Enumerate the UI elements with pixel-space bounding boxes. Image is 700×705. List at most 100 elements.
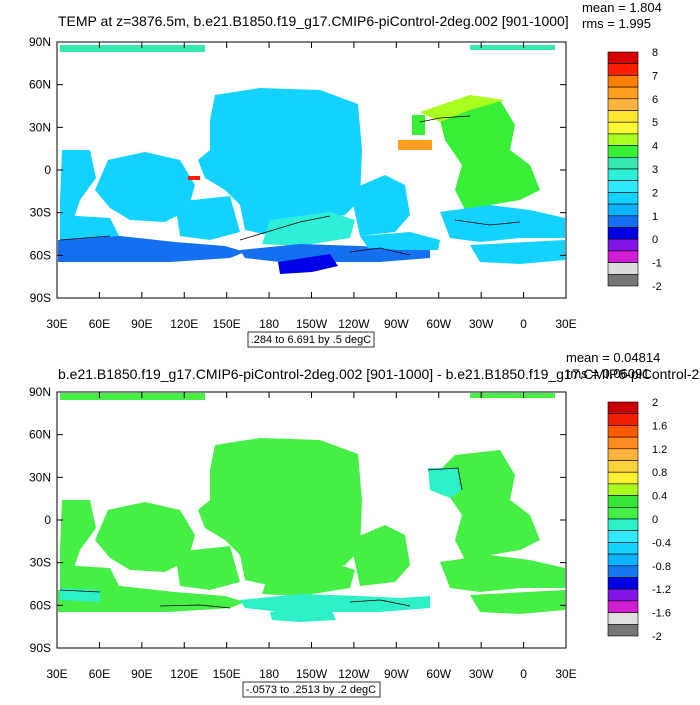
bottom-colorbar-label: -1.2 [652, 584, 671, 596]
top-y-axis: 90N 60N 30N 0 30S 60S 90S [29, 35, 566, 305]
bottom-stat-mean: mean = 0.04814 [566, 350, 660, 365]
top-y-tick-label: 30N [29, 120, 51, 134]
bottom-y-tick-label: 0 [44, 513, 51, 527]
top-x-tick-label: 150E [213, 317, 241, 331]
top-contour-info: .284 to 6.691 by .5 degC [251, 334, 372, 346]
bottom-field [58, 393, 565, 622]
bottom-colorbar-label: 1.6 [652, 420, 667, 432]
bottom-map-svg: b.e21.B1850.f19_g17.CMIP6-piControl-2deg… [29, 350, 700, 698]
bottom-colorbar-swatch [607, 577, 639, 590]
top-stat-mean: mean = 1.804 [582, 0, 662, 15]
top-colorbar-swatch [607, 168, 639, 181]
bottom-x-tick-label: 0 [520, 667, 527, 681]
top-colorbar-label: 0 [652, 234, 658, 246]
bottom-colorbar-swatch [607, 518, 639, 531]
top-colorbar-swatch [607, 63, 639, 76]
bottom-x-tick-label: 60W [426, 667, 451, 681]
top-x-tick-label: 30E [46, 317, 67, 331]
top-colorbar-label: 5 [652, 117, 658, 129]
top-y-tick-label: 30S [30, 206, 51, 220]
top-x-tick-label: 60E [89, 317, 110, 331]
bottom-colorbar: 2 1.6 1.2 0.8 0.4 0 -0.4 -0.8 -1.2 -1.6 -2 [607, 397, 671, 643]
top-x-axis: 30E 60E 90E 120E 150E 180 150W 120W 90W 60W 30W 0 30… [46, 42, 577, 331]
top-y-tick-label: 60S [30, 248, 51, 262]
bottom-y-tick-label: 30S [30, 556, 51, 570]
top-x-tick-label: 30W [469, 317, 494, 331]
top-colorbar-label: 6 [652, 94, 658, 106]
top-colorbar-swatch [607, 273, 639, 287]
bottom-colorbar-swatch [607, 600, 639, 613]
top-x-tick-label: 30E [555, 317, 576, 331]
bottom-x-tick-label: 30E [555, 667, 576, 681]
bottom-colorbar-swatch [607, 530, 639, 543]
top-colorbar-label: 7 [652, 70, 658, 82]
top-x-tick-label: 120E [170, 317, 198, 331]
bottom-contour-info-box [242, 681, 381, 698]
bottom-x-tick-label: 120W [338, 667, 370, 681]
bottom-colorbar-swatch [607, 483, 639, 496]
bottom-x-tick-label: 90W [384, 667, 409, 681]
bottom-colorbar-label: 0.4 [652, 491, 667, 503]
top-colorbar-label: 8 [652, 47, 658, 59]
bottom-contour-info: -.0573 to .2513 by .2 degC [246, 684, 376, 696]
top-y-tick-label: 60N [29, 78, 51, 92]
bottom-colorbar-swatch [607, 471, 639, 485]
top-colorbar-swatch [607, 51, 639, 64]
top-colorbar-label: 1 [652, 211, 658, 223]
bottom-colorbar-swatch [607, 565, 639, 578]
bottom-colorbar-swatch [607, 413, 639, 426]
bottom-colorbar-label: 0 [652, 514, 658, 526]
bottom-panel: b.e21.B1850.f19_g17.CMIP6-piControl-2deg… [0, 350, 700, 700]
top-colorbar-swatch [607, 238, 639, 252]
top-colorbar-swatch [607, 110, 639, 123]
bottom-stat-rms: rms = 0.06091 [566, 366, 649, 381]
top-colorbar-swatch [607, 250, 639, 263]
top-colorbar-swatch [607, 192, 639, 205]
top-colorbar-swatch [607, 157, 639, 170]
top-contour-info-box [247, 331, 375, 348]
bottom-contours [59, 467, 463, 609]
top-colorbar-label: 2 [652, 187, 658, 199]
top-contours [59, 115, 521, 256]
bottom-x-tick-label: 180 [259, 667, 279, 681]
bottom-colorbar-label: -2 [652, 631, 662, 643]
bottom-colorbar-swatch [607, 436, 639, 450]
top-x-tick-label: 180 [259, 317, 279, 331]
bottom-colorbar-label: 0.8 [652, 467, 667, 479]
top-colorbar-swatch [607, 75, 639, 88]
bottom-x-tick-label: 150W [296, 667, 328, 681]
top-title: TEMP at z=3876.5m, b.e21.B1850.f19_g17.C… [58, 13, 569, 29]
bottom-y-tick-label: 60S [30, 598, 51, 612]
bottom-x-axis: 30E 60E 90E 120E 150E 180 150W 120W 90W 60W 30W 0 30… [46, 392, 577, 681]
bottom-x-tick-label: 150E [213, 667, 241, 681]
bottom-colorbar-swatch [607, 425, 639, 438]
bottom-colorbar-swatch [607, 623, 639, 637]
top-colorbar: 8 7 6 5 4 3 2 1 0 -1 -2 [607, 47, 662, 293]
top-colorbar-swatch [607, 121, 639, 135]
bottom-x-tick-label: 30E [46, 667, 67, 681]
top-x-tick-label: 90E [131, 317, 152, 331]
top-x-tick-label: 0 [520, 317, 527, 331]
top-colorbar-swatch [607, 98, 639, 111]
bottom-title: b.e21.B1850.f19_g17.CMIP6-piControl-2deg… [58, 366, 700, 382]
top-colorbar-label: 3 [652, 164, 658, 176]
top-x-tick-label: 150W [296, 317, 328, 331]
bottom-y-tick-label: 30N [29, 470, 51, 484]
bottom-y-tick-label: 60N [29, 428, 51, 442]
top-y-tick-label: 90N [29, 35, 51, 49]
bottom-colorbar-swatch [607, 448, 639, 461]
bottom-colorbar-swatch [607, 588, 639, 602]
bottom-x-tick-label: 60E [89, 667, 110, 681]
bottom-colorbar-swatch [607, 460, 639, 473]
bottom-y-tick-label: 90N [29, 385, 51, 399]
top-x-tick-label: 60W [426, 317, 451, 331]
top-map-svg: TEMP at z=3876.5m, b.e21.B1850.f19_g17.C… [29, 0, 662, 348]
top-colorbar-label: 4 [652, 141, 658, 153]
top-stat-rms: rms = 1.995 [582, 16, 651, 31]
top-field [58, 45, 565, 274]
top-colorbar-label: -1 [652, 258, 662, 270]
bottom-colorbar-swatch [607, 495, 639, 508]
top-panel: TEMP at z=3876.5m, b.e21.B1850.f19_g17.C… [0, 0, 700, 350]
bottom-colorbar-swatch [607, 401, 639, 414]
bottom-colorbar-swatch [607, 553, 639, 567]
